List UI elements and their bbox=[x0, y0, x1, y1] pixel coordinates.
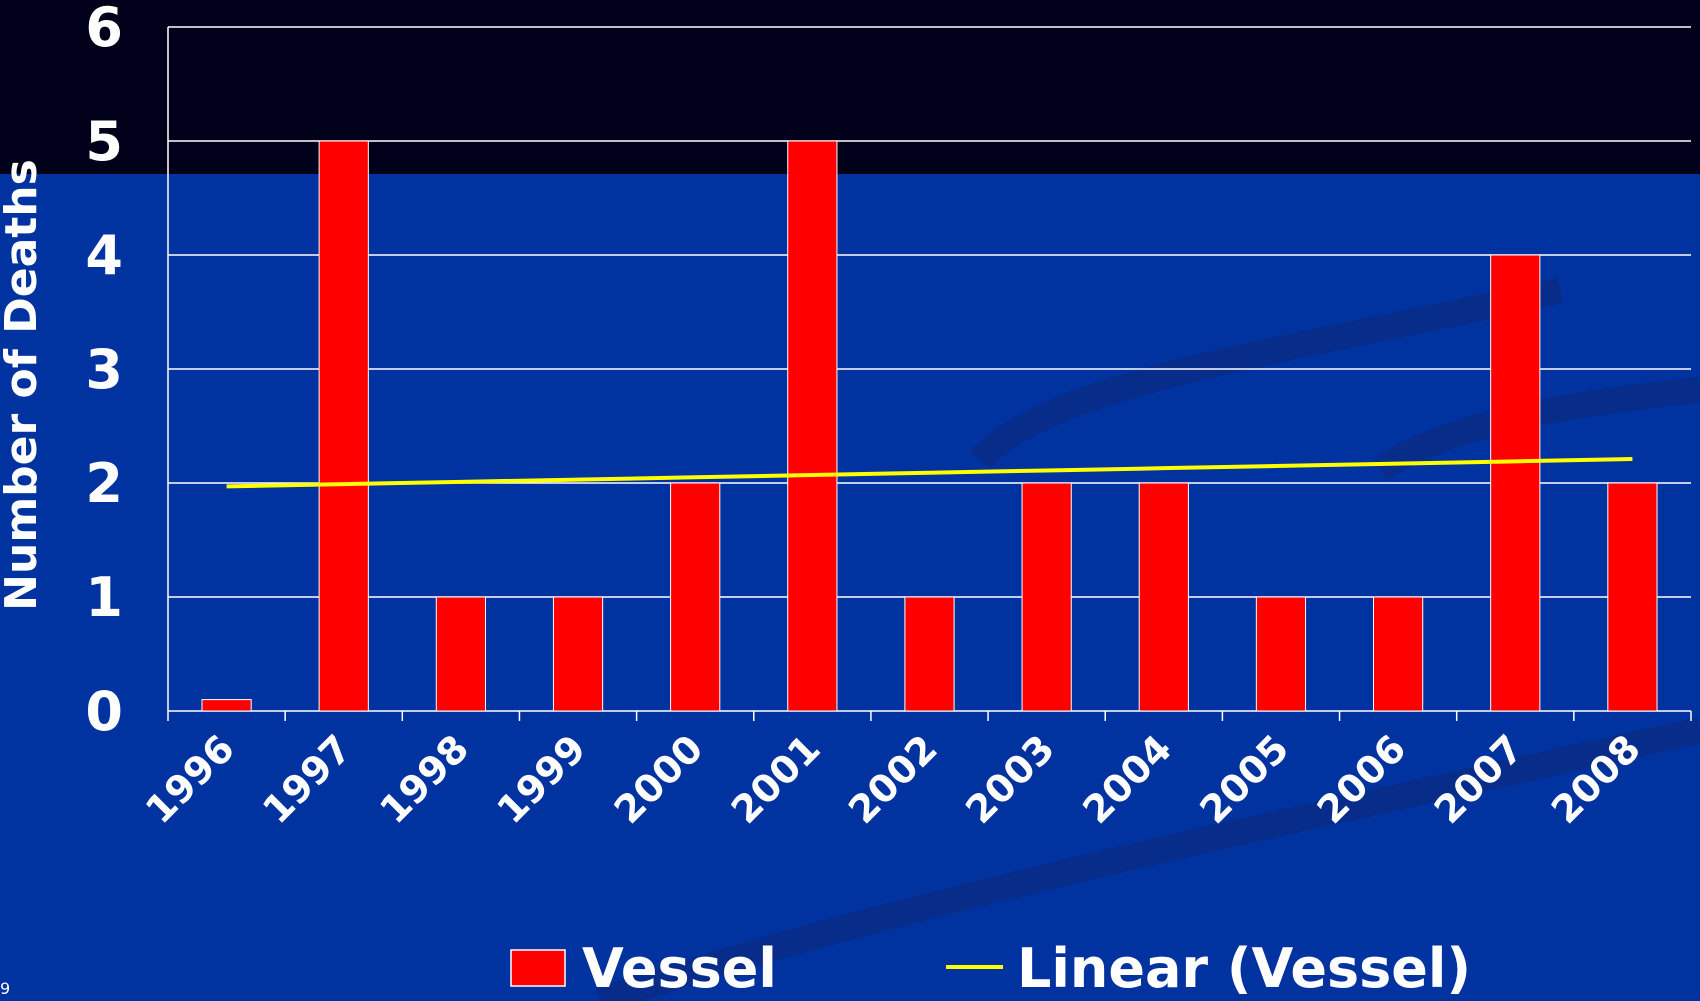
bar bbox=[201, 699, 252, 712]
y-tick-label: 0 bbox=[85, 680, 123, 743]
bar bbox=[1138, 482, 1189, 712]
y-axis-title: Number of Deaths bbox=[0, 159, 47, 611]
bar bbox=[1255, 596, 1307, 712]
top-band bbox=[0, 0, 1700, 174]
legend-label: Vessel bbox=[582, 937, 777, 1000]
y-tick-label: 3 bbox=[85, 338, 123, 401]
bar bbox=[670, 482, 721, 712]
bar bbox=[1490, 254, 1541, 712]
y-tick-label: 2 bbox=[85, 452, 123, 515]
y-tick-label: 5 bbox=[85, 110, 123, 173]
legend-swatch bbox=[510, 949, 566, 987]
legend-label: Linear (Vessel) bbox=[1017, 937, 1471, 1000]
bar bbox=[1021, 482, 1072, 712]
trend-line bbox=[226, 457, 1633, 489]
bar bbox=[318, 140, 369, 712]
y-tick-label: 1 bbox=[85, 566, 123, 629]
bar bbox=[435, 596, 486, 712]
bar bbox=[1607, 482, 1658, 712]
slide-number: 9 bbox=[0, 979, 10, 998]
bar bbox=[787, 140, 838, 712]
y-tick-label: 4 bbox=[85, 224, 123, 287]
bar bbox=[552, 596, 604, 712]
bar bbox=[1373, 596, 1424, 712]
y-tick-label: 6 bbox=[85, 0, 123, 59]
bar bbox=[904, 596, 955, 712]
